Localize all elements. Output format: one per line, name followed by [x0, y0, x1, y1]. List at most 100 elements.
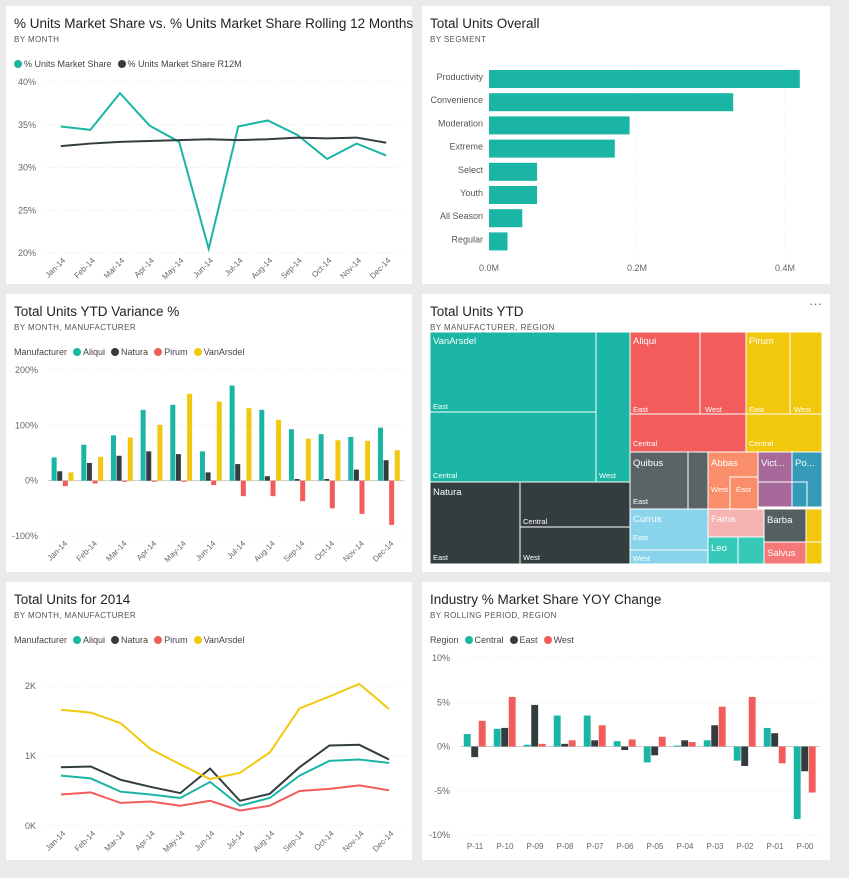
treemap-cell-natura-central	[519, 481, 631, 528]
treemap-cell-natura-west	[519, 526, 631, 565]
bar	[489, 93, 734, 112]
bar	[591, 740, 599, 747]
series-line-1	[60, 91, 387, 253]
legend-dot	[154, 636, 163, 644]
bar	[493, 728, 501, 747]
bar	[508, 696, 516, 747]
legend-item[interactable]: Central	[464, 635, 504, 645]
legend-item[interactable]: Pirum	[154, 635, 188, 645]
bar	[523, 744, 531, 747]
legend-title: Region	[430, 635, 459, 645]
legend-dot	[509, 636, 518, 644]
bar	[259, 409, 265, 481]
bar	[718, 706, 726, 747]
bar	[808, 746, 816, 793]
treemap-cell-extra-2	[805, 541, 823, 565]
legend-item[interactable]: % Units Market Share R12M	[117, 59, 242, 69]
x-tick-label: P-01	[767, 842, 784, 851]
bar	[294, 479, 300, 481]
bar	[771, 733, 779, 747]
bar	[240, 480, 246, 497]
treemap-label: Aliqui	[633, 336, 656, 347]
line-chart[interactable]: 0K 1K 2K Jan-14 Feb-14 Mar-14 Apr-14 May-14 Jun-…	[6, 582, 412, 860]
bar	[57, 471, 63, 481]
x-tick-label: Oct-14	[310, 256, 334, 280]
treemap-label: Central	[523, 517, 548, 526]
treemap-label: VanArsdel	[433, 336, 476, 347]
bar	[199, 451, 205, 481]
chart-subtitle: BY MONTH	[14, 35, 60, 44]
treemap-cell-abbas-east	[729, 476, 759, 510]
column-chart[interactable]: -10% -5% 0% 5% 10% P-11 P-10 P-09 P-08 P-07 P-06 P-…	[422, 582, 830, 860]
x-tick-label: Mar-14	[102, 256, 127, 281]
bar	[276, 419, 282, 481]
bar	[92, 480, 98, 484]
y-tick-label: 100%	[15, 420, 38, 430]
x-tick-label: P-07	[587, 842, 604, 851]
bar	[264, 476, 270, 481]
legend-dot	[154, 348, 163, 356]
line-chart[interactable]: 20% 25% 30% 35% 40% Jan-14 Feb-14 Mar-14 Apr-14 M…	[6, 6, 412, 284]
x-tick-label: P-02	[737, 842, 754, 851]
legend-item[interactable]: Natura	[111, 347, 148, 357]
legend: Manufacturer Aliqui Natura Pirum VanArsd…	[14, 347, 244, 357]
legend-item[interactable]: VanArsdel	[193, 347, 244, 357]
bar	[733, 746, 741, 761]
treemap-label: East	[633, 405, 649, 414]
column-chart[interactable]: -100%0%100%200%Jan-14 Feb-14 Mar-14 Apr-14 M…	[6, 294, 412, 572]
treemap-label: East	[749, 405, 765, 414]
bar	[127, 437, 133, 481]
x-tick-label: Apr-14	[135, 539, 159, 563]
legend-item[interactable]: West	[543, 635, 574, 645]
legend-item[interactable]: % Units Market Share	[14, 59, 112, 69]
bar	[51, 457, 57, 481]
bar	[531, 704, 539, 747]
bar	[553, 715, 561, 747]
x-tick-label: Oct-14	[312, 829, 336, 853]
treemap-label: Leo	[711, 543, 727, 554]
more-options-icon[interactable]: ···	[809, 296, 822, 311]
treemap[interactable]: VanArsdel East Central West Natura East Centra…	[422, 294, 830, 572]
x-tick-label: May-14	[163, 539, 189, 565]
treemap-label: Quibus	[633, 458, 663, 469]
x-tick-label: Nov-14	[341, 539, 366, 564]
tile-units-overall[interactable]: Total Units Overall BY SEGMENT 0.0M 0.2M 0…	[422, 6, 830, 284]
treemap-label: East	[736, 485, 752, 494]
tile-market-share-line[interactable]: % Units Market Share vs. % Units Market …	[6, 6, 414, 284]
legend-item[interactable]: East	[509, 635, 538, 645]
treemap-cell-vanarsdel-central	[429, 411, 597, 483]
chart-title: Total Units for 2014	[14, 592, 131, 607]
treemap-label: Salvus	[767, 548, 796, 559]
bar	[181, 480, 187, 482]
legend-item[interactable]: VanArsdel	[193, 635, 244, 645]
legend-item[interactable]: Aliqui	[73, 347, 105, 357]
tile-industry-yoy[interactable]: Industry % Market Share YOY Change BY RO…	[422, 582, 830, 860]
bar	[353, 469, 359, 481]
treemap-cell-pirum-east	[745, 331, 791, 415]
bar	[86, 462, 92, 481]
legend-item[interactable]: Aliqui	[73, 635, 105, 645]
legend-item[interactable]: Natura	[111, 635, 148, 645]
bar	[501, 727, 509, 747]
treemap-cell-pirum-west	[789, 331, 823, 415]
chart-title: % Units Market Share vs. % Units Market …	[14, 16, 414, 31]
x-tick-label: 0.2M	[627, 263, 647, 273]
treemap-cell-aliqui-central	[629, 413, 747, 453]
x-tick-label: Jun-14	[191, 256, 215, 280]
bar	[538, 743, 546, 747]
y-tick-label: -100%	[12, 531, 38, 541]
tile-units-ytd-treemap[interactable]: Total Units YTD BY MANUFACTURER, REGION …	[422, 294, 830, 572]
legend-label: Natura	[121, 347, 149, 357]
bar	[140, 409, 146, 481]
treemap-label: Barba	[767, 515, 793, 526]
tile-units-2014[interactable]: Total Units for 2014 BY MONTH, MANUFACTU…	[6, 582, 412, 860]
chart-subtitle: BY MONTH, MANUFACTURER	[14, 611, 136, 620]
x-tick-label: Feb-14	[73, 829, 98, 854]
tile-ytd-variance[interactable]: Total Units YTD Variance % BY MONTH, MAN…	[6, 294, 412, 572]
chart-subtitle: BY MANUFACTURER, REGION	[430, 323, 555, 332]
legend-item[interactable]: Pirum	[154, 347, 188, 357]
x-tick-label: P-08	[557, 842, 574, 851]
bar-chart[interactable]: 0.0M 0.2M 0.4M Productivity Convenience Moder…	[422, 6, 830, 284]
treemap-cell-quibus-2	[687, 451, 709, 510]
treemap-label: West	[705, 405, 723, 414]
